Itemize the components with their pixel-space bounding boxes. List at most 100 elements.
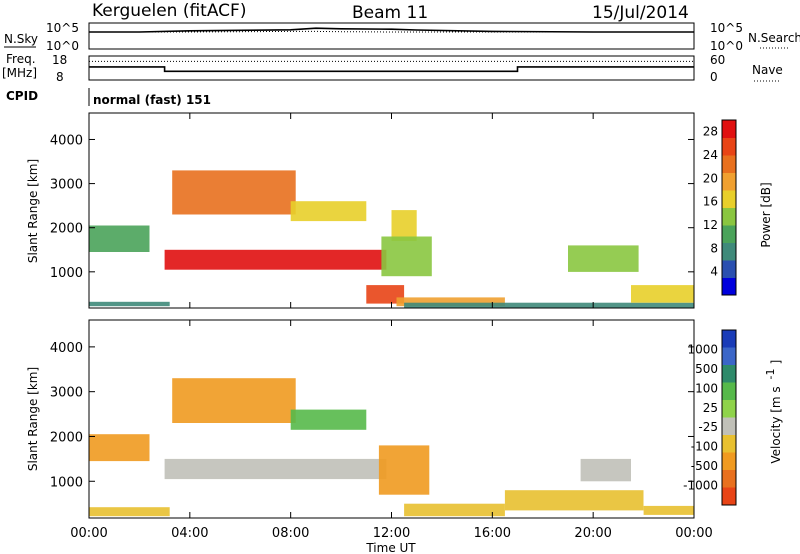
freq-series xyxy=(89,60,694,73)
power-region-5 xyxy=(391,210,417,241)
power-region-11 xyxy=(631,285,694,303)
power-region-7 xyxy=(366,285,405,304)
power-region-6 xyxy=(381,236,432,277)
nsky-tick-bottom-right: 10^0 xyxy=(710,39,743,53)
freq-label: Freq. xyxy=(6,52,36,66)
velocity-colorbar-tick-4: -25 xyxy=(698,420,718,434)
power-colorbar-cell-0 xyxy=(722,277,736,296)
nsky-series xyxy=(89,27,694,33)
xtick-label-1: 04:00 xyxy=(171,526,208,541)
velocity-ytick-label-3: 4000 xyxy=(50,341,83,356)
station-title: Kerguelen (fitACF) xyxy=(92,1,246,21)
velocity-ytick-label-1: 2000 xyxy=(50,430,83,445)
power-colorbar-cell-5 xyxy=(722,190,736,208)
xtick-label-2: 08:00 xyxy=(272,526,309,541)
power-region-0 xyxy=(89,225,150,252)
cpid-value: normal (fast) 151 xyxy=(93,93,211,107)
xtick-label-6: 00:00 xyxy=(675,526,712,541)
velocity-colorbar-bracket: ] xyxy=(769,360,783,365)
xtick-label-3: 12:00 xyxy=(373,526,410,541)
power-ylabel: Slant Range [km] xyxy=(26,159,40,263)
power-colorbar-frame xyxy=(721,119,737,296)
time-x-axis: 00:00 04:00 08:00 12:00 16:00 20:00 00:00 xyxy=(70,113,713,541)
nsky-line-1 xyxy=(89,30,694,33)
velocity-colorbar-cell-7 xyxy=(722,452,736,471)
power-ytick-label-3: 4000 xyxy=(50,133,83,148)
freq-line xyxy=(89,66,694,73)
velocity-region-5 xyxy=(378,445,430,495)
velocity-region-3 xyxy=(172,378,296,423)
power-colorbar-tick-2: 12 xyxy=(703,218,718,232)
velocity-region-9 xyxy=(643,505,694,515)
freq-frame xyxy=(88,55,695,81)
velocity-heatmap xyxy=(89,378,694,517)
velocity-region-1 xyxy=(89,507,170,517)
velocity-colorbar: 1000 500 100 25 -25 -100 -500 -1000 xyxy=(683,329,737,506)
velocity-region-7 xyxy=(504,490,644,511)
velocity-colorbar-cell-9 xyxy=(722,487,736,506)
velocity-ytick-label-2: 3000 xyxy=(50,386,83,401)
velocity-colorbar-cell-5 xyxy=(722,417,736,436)
nave-label: Nave xyxy=(752,63,783,77)
nsearch-label: N.Search xyxy=(748,31,800,45)
x-axis-label: Time UT xyxy=(365,541,416,554)
beam-title: Beam 11 xyxy=(352,3,428,23)
freq-tick-bottom: 8 xyxy=(56,70,64,84)
xtick-label-5: 20:00 xyxy=(574,526,611,541)
nsky-tick-bottom: 10^0 xyxy=(46,39,79,53)
power-colorbar-tick-4: 20 xyxy=(703,171,718,185)
velocity-region-4 xyxy=(290,409,367,430)
freq-unit-label: [MHz] xyxy=(2,66,37,80)
velocity-colorbar-cell-2 xyxy=(722,365,736,383)
power-colorbar-cell-8 xyxy=(722,137,736,156)
velocity-colorbar-tick-1: 500 xyxy=(695,362,718,376)
power-region-3 xyxy=(172,170,296,215)
nsky-panel: N.Sky 10^5 10^0 10^5 10^0 N.Search xyxy=(4,21,800,53)
velocity-colorbar-cell-3 xyxy=(722,382,736,401)
xtick-label-4: 16:00 xyxy=(474,526,511,541)
velocity-colorbar-cell-6 xyxy=(722,435,736,453)
nave-tick-top: 60 xyxy=(710,53,725,67)
velocity-colorbar-tick-7: -1000 xyxy=(683,479,718,493)
velocity-ylabel: Slant Range [km] xyxy=(26,367,40,471)
velocity-colorbar-superscript: -1 xyxy=(764,369,777,380)
xtick-label-0: 00:00 xyxy=(70,526,107,541)
velocity-region-8 xyxy=(580,458,631,482)
power-region-1 xyxy=(89,301,170,307)
power-panel: 1000 2000 3000 4000 Slant Range [km] 4 8 12 16… xyxy=(26,112,773,309)
power-region-9 xyxy=(404,302,694,308)
power-region-10 xyxy=(568,245,639,272)
power-region-8 xyxy=(396,297,505,307)
nsky-label: N.Sky xyxy=(4,32,38,46)
power-colorbar-label: Power [dB] xyxy=(759,182,773,247)
power-colorbar-cell-1 xyxy=(722,260,736,278)
velocity-colorbar-frame xyxy=(721,329,737,506)
freq-tick-top: 18 xyxy=(52,53,67,67)
velocity-ytick-label-0: 1000 xyxy=(50,475,83,490)
power-y-axis: 1000 2000 3000 4000 xyxy=(50,133,694,281)
velocity-colorbar-tick-0: 1000 xyxy=(687,342,718,356)
power-colorbar-tick-5: 24 xyxy=(703,148,718,162)
power-colorbar-tick-3: 16 xyxy=(703,195,718,209)
power-colorbar-cell-6 xyxy=(722,172,736,191)
power-colorbar-tick-0: 4 xyxy=(710,265,718,279)
power-colorbar-tick-1: 8 xyxy=(710,241,718,255)
velocity-y-axis: 1000 2000 3000 4000 xyxy=(50,341,694,490)
power-colorbar-cell-9 xyxy=(722,120,736,138)
cpid-label: CPID xyxy=(6,89,38,103)
velocity-region-6 xyxy=(404,503,505,517)
nsky-frame xyxy=(88,22,695,50)
nave-tick-bottom: 0 xyxy=(710,70,718,84)
power-region-4 xyxy=(290,201,367,222)
velocity-colorbar-label: Velocity [m s xyxy=(769,386,783,463)
velocity-colorbar-tick-6: -500 xyxy=(691,459,718,473)
freq-panel: Freq. [MHz] 18 8 60 0 Nave xyxy=(2,52,783,84)
velocity-panel: 1000 2000 3000 4000 Slant Range [km] 1000 50… xyxy=(26,319,783,519)
power-colorbar-cell-2 xyxy=(722,242,736,261)
velocity-colorbar-cell-8 xyxy=(722,470,736,488)
velocity-colorbar-tick-3: 25 xyxy=(703,401,718,415)
power-ytick-label-0: 1000 xyxy=(50,266,83,281)
velocity-region-2 xyxy=(164,458,387,480)
nsky-line-0 xyxy=(89,27,694,33)
